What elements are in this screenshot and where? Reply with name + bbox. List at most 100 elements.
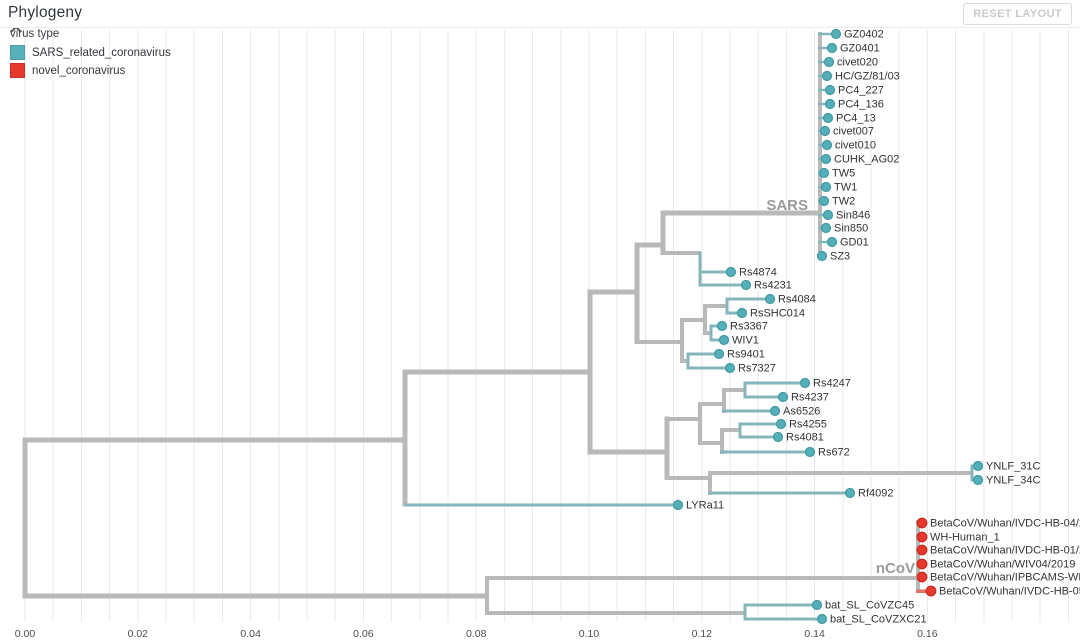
leaf-dot[interactable] [725, 266, 737, 278]
leaf-dot[interactable] [824, 98, 836, 110]
leaf-dot[interactable] [821, 139, 833, 151]
leaf-dot[interactable] [972, 460, 984, 472]
leaf-label: PC4_227 [838, 85, 884, 97]
leaf-dot[interactable] [736, 307, 748, 319]
leaf-label: Rs4084 [778, 294, 816, 306]
leaf-label: BetaCoV/Wuhan/IVDC-HB-05/2019 [939, 586, 1080, 598]
leaf-dot[interactable] [769, 405, 781, 417]
leaf-label: BetaCoV/Wuhan/IVDC-HB-01/2019 [930, 545, 1080, 557]
leaf-dot[interactable] [816, 250, 828, 262]
leaf-label: bat_SL_CoVZXC21 [830, 614, 927, 626]
leaf-label: Rs7327 [738, 363, 776, 375]
leaf-dot[interactable] [672, 499, 684, 511]
leaf-label: BetaCoV/Wuhan/IVDC-HB-04/2020 [930, 518, 1080, 530]
axis-tick-label: 0.08 [466, 628, 487, 640]
leaf-label: Rs4081 [786, 432, 824, 444]
leaf-dot[interactable] [804, 446, 816, 458]
leaf-label: GD01 [840, 237, 869, 249]
leaf-label: bat_SL_CoVZC45 [825, 600, 914, 612]
legend-swatch-red [10, 63, 25, 78]
legend-toggle[interactable]: virus type [10, 26, 171, 42]
leaf-dot[interactable] [821, 70, 833, 82]
leaf-dot[interactable] [816, 613, 828, 625]
axis-tick-label: 0.00 [15, 628, 36, 640]
leaf-dot[interactable] [916, 531, 928, 543]
leaf-dot[interactable] [777, 391, 789, 403]
leaf-dot[interactable] [718, 334, 730, 346]
leaf-dot[interactable] [916, 517, 928, 529]
leaf-dot[interactable] [916, 558, 928, 570]
axis-tick-label: 0.04 [240, 628, 261, 640]
leaf-label: Rs3367 [730, 321, 768, 333]
clade-label: nCoV [876, 560, 915, 577]
clade-label: SARS [766, 197, 808, 214]
leaf-label: SZ3 [830, 251, 850, 263]
leaf-dot[interactable] [826, 42, 838, 54]
leaf-dot[interactable] [713, 348, 725, 360]
leaf-dot[interactable] [740, 279, 752, 291]
leaf-label: civet010 [835, 140, 876, 152]
leaf-dot[interactable] [818, 195, 830, 207]
leaf-label: HC/GZ/81/03 [835, 71, 900, 83]
leaf-label: GZ0401 [840, 43, 880, 55]
leaf-dot[interactable] [772, 431, 784, 443]
leaf-label: Rs4237 [791, 392, 829, 404]
leaf-dot[interactable] [916, 571, 928, 583]
leaf-label: Rs4874 [739, 267, 777, 279]
legend-item-ncov[interactable]: novel_coronavirus [10, 63, 171, 78]
leaf-dot[interactable] [972, 474, 984, 486]
leaf-label: CUHK_AG02 [834, 154, 899, 166]
leaf-label: PC4_136 [838, 99, 884, 111]
axis-tick-label: 0.12 [692, 628, 713, 640]
axis-tick-label: 0.14 [804, 628, 825, 640]
legend-item-sars[interactable]: SARS_related_coronavirus [10, 45, 171, 60]
leaf-dot[interactable] [820, 181, 832, 193]
leaf-dot[interactable] [822, 209, 834, 221]
axis-tick-label: 0.10 [579, 628, 600, 640]
leaf-dot[interactable] [830, 28, 842, 40]
leaf-label: GZ0402 [844, 29, 884, 41]
leaf-dot[interactable] [844, 487, 856, 499]
legend-item-label: novel_coronavirus [32, 64, 126, 77]
leaf-label: WH-Human_1 [930, 532, 1000, 544]
leaf-label: YNLF_34C [986, 475, 1040, 487]
legend-item-label: SARS_related_coronavirus [32, 46, 171, 59]
legend-swatch-teal [10, 45, 25, 60]
leaf-label: Sin846 [836, 210, 870, 222]
leaf-dot[interactable] [818, 167, 830, 179]
axis-tick-label: 0.02 [128, 628, 149, 640]
leaf-dot[interactable] [820, 222, 832, 234]
leaf-dot[interactable] [811, 599, 823, 611]
leaf-dot[interactable] [775, 418, 787, 430]
header-bar: Phylogeny RESET LAYOUT [0, 0, 1080, 28]
leaf-dot[interactable] [822, 112, 834, 124]
leaf-label: TW1 [834, 182, 857, 194]
leaf-label: As6526 [783, 406, 820, 418]
leaf-label: BetaCoV/Wuhan/IPBCAMS-WH-01/2 [930, 572, 1080, 584]
leaf-dot[interactable] [716, 320, 728, 332]
leaf-dot[interactable] [826, 236, 838, 248]
axis-tick-label: 0.06 [353, 628, 374, 640]
leaf-dot[interactable] [820, 153, 832, 165]
leaf-label: Sin850 [834, 223, 868, 235]
leaf-dot[interactable] [824, 84, 836, 96]
leaf-label: Rs4247 [813, 378, 851, 390]
leaf-label: Rs4255 [789, 419, 827, 431]
reset-layout-button[interactable]: RESET LAYOUT [963, 3, 1072, 25]
leaf-label: RsSHC014 [750, 308, 805, 320]
leaf-label: BetaCoV/Wuhan/WIV04/2019 [930, 559, 1075, 571]
leaf-dot[interactable] [724, 362, 736, 374]
legend-title: virus type [10, 28, 60, 40]
leaf-dot[interactable] [916, 544, 928, 556]
axis-tick-label: 0.16 [917, 628, 938, 640]
legend-panel: virus type SARS_related_coronavirus nove… [10, 26, 171, 78]
leaf-dot[interactable] [799, 377, 811, 389]
leaf-dot[interactable] [764, 293, 776, 305]
leaf-dot[interactable] [819, 125, 831, 137]
leaf-dot[interactable] [925, 585, 937, 597]
leaf-label: TW5 [832, 168, 855, 180]
leaf-label: PC4_13 [836, 113, 876, 125]
leaf-label: LYRa11 [686, 500, 724, 512]
leaf-dot[interactable] [823, 56, 835, 68]
